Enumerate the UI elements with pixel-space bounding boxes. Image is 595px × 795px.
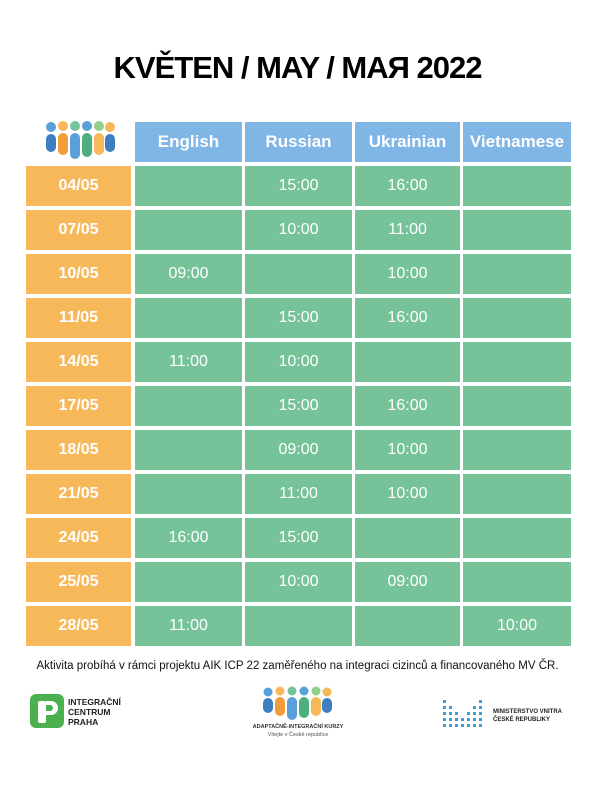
time-cell-russian: 15:00 xyxy=(245,518,352,558)
time-cell-ukrainian xyxy=(355,518,460,558)
date-cell: 17/05 xyxy=(26,386,131,426)
time-cell-english xyxy=(135,210,242,250)
time-cell-vietnamese xyxy=(463,518,571,558)
time-cell-russian: 10:00 xyxy=(245,342,352,382)
date-cell: 28/05 xyxy=(26,606,131,646)
time-cell-ukrainian xyxy=(355,606,460,646)
time-cell-vietnamese xyxy=(463,166,571,206)
time-cell-vietnamese xyxy=(463,562,571,602)
time-cell-english: 11:00 xyxy=(135,606,242,646)
time-cell-english: 09:00 xyxy=(135,254,242,294)
time-cell-ukrainian xyxy=(355,342,460,382)
time-cell-english xyxy=(135,386,242,426)
aik-people-icon xyxy=(263,686,332,720)
date-cell: 24/05 xyxy=(26,518,131,558)
time-cell-ukrainian: 16:00 xyxy=(355,298,460,338)
time-cell-ukrainian: 10:00 xyxy=(355,474,460,514)
integracni-centrum-logo: INTEGRAČNÍ CENTRUM PRAHA xyxy=(30,694,150,730)
header-russian: Russian xyxy=(245,122,352,162)
time-cell-english xyxy=(135,298,242,338)
date-cell: 10/05 xyxy=(26,254,131,294)
time-cell-vietnamese xyxy=(463,210,571,250)
time-cell-russian: 09:00 xyxy=(245,430,352,470)
time-cell-vietnamese xyxy=(463,298,571,338)
ic-praha-logo-text: INTEGRAČNÍ CENTRUM PRAHA xyxy=(68,697,121,727)
time-cell-russian: 10:00 xyxy=(245,562,352,602)
time-cell-vietnamese xyxy=(463,430,571,470)
date-cell: 04/05 xyxy=(26,166,131,206)
header-english: English xyxy=(135,122,242,162)
header-vietnamese: Vietnamese xyxy=(463,122,571,162)
time-cell-english: 16:00 xyxy=(135,518,242,558)
time-cell-vietnamese: 10:00 xyxy=(463,606,571,646)
date-cell: 07/05 xyxy=(26,210,131,250)
time-cell-ukrainian: 16:00 xyxy=(355,166,460,206)
mv-cr-logo-icon xyxy=(443,700,482,727)
mv-cr-logo-text: MINISTERSTVO VNITRA ČESKÉ REPUBLIKY xyxy=(493,709,563,723)
time-cell-vietnamese xyxy=(463,386,571,426)
time-cell-ukrainian: 10:00 xyxy=(355,254,460,294)
date-cell: 21/05 xyxy=(26,474,131,514)
date-cell: 18/05 xyxy=(26,430,131,470)
aik-logo: ADAPTAČNĚ-INTEGRAČNÍ KURZY Vítejte v Čes… xyxy=(238,686,358,746)
time-cell-ukrainian: 09:00 xyxy=(355,562,460,602)
time-cell-russian: 11:00 xyxy=(245,474,352,514)
time-cell-ukrainian: 16:00 xyxy=(355,386,460,426)
ic-praha-logo-icon xyxy=(30,694,64,728)
date-cell: 14/05 xyxy=(26,342,131,382)
page-title: KVĚTEN / MAY / МАЯ 2022 xyxy=(113,50,483,85)
time-cell-ukrainian: 11:00 xyxy=(355,210,460,250)
time-cell-vietnamese xyxy=(463,342,571,382)
time-cell-english xyxy=(135,166,242,206)
people-group-icon xyxy=(46,121,115,159)
time-cell-english: 11:00 xyxy=(135,342,242,382)
time-cell-english xyxy=(135,474,242,514)
date-cell: 25/05 xyxy=(26,562,131,602)
time-cell-ukrainian: 10:00 xyxy=(355,430,460,470)
time-cell-russian xyxy=(245,254,352,294)
footnote: Aktivita probíhá v rámci projektu AIK IC… xyxy=(36,660,559,672)
time-cell-russian: 10:00 xyxy=(245,210,352,250)
time-cell-vietnamese xyxy=(463,474,571,514)
date-cell: 11/05 xyxy=(26,298,131,338)
time-cell-english xyxy=(135,430,242,470)
header-ukrainian: Ukrainian xyxy=(355,122,460,162)
time-cell-russian xyxy=(245,606,352,646)
time-cell-russian: 15:00 xyxy=(245,298,352,338)
time-cell-english xyxy=(135,562,242,602)
aik-logo-title: ADAPTAČNĚ-INTEGRAČNÍ KURZY xyxy=(252,724,344,730)
time-cell-vietnamese xyxy=(463,254,571,294)
time-cell-russian: 15:00 xyxy=(245,386,352,426)
ministerstvo-vnitra-logo: MINISTERSTVO VNITRA ČESKÉ REPUBLIKY xyxy=(441,696,581,732)
aik-logo-subtitle: Vítejte v České republice xyxy=(267,732,329,738)
time-cell-russian: 15:00 xyxy=(245,166,352,206)
